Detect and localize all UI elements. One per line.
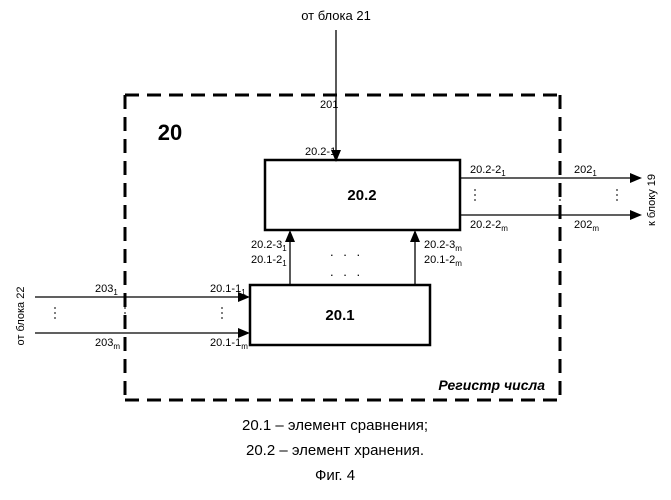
block-20-2-top-pin: 20.2-1 <box>305 146 336 158</box>
r1-pin: 20.2-21 <box>470 164 506 178</box>
up2-arrow <box>410 230 420 242</box>
l2-sig: 203m <box>95 337 120 351</box>
left-external-label: от блока 22 <box>15 287 27 346</box>
v-l-bot: 20.1-21 <box>251 254 287 268</box>
block-20-2-label: 20.2 <box>347 187 376 204</box>
r2-pin: 20.2-2m <box>470 219 508 233</box>
big-number: 20 <box>158 120 182 145</box>
r1-arrow <box>630 173 642 183</box>
r1-sig: 2021 <box>574 164 597 178</box>
v-l-top: 20.2-31 <box>251 239 287 253</box>
v-r-top: 20.2-3m <box>424 239 462 253</box>
r2-arrow <box>630 210 642 220</box>
l2-pin: 20.1-1m <box>210 337 248 351</box>
legend-2: 20.2 – элемент хранения. <box>246 442 424 459</box>
top-external-label: от блока 21 <box>301 8 371 23</box>
block-20-1-label: 20.1 <box>325 307 354 324</box>
right-external-label: к блоку 19 <box>646 174 658 226</box>
mid-dots-top: . . . <box>330 244 363 259</box>
figure-label: Фиг. 4 <box>315 467 355 484</box>
r2-sig: 202m <box>574 219 599 233</box>
signal-top: 201 <box>320 99 338 111</box>
l1-pin: 20.1-11 <box>210 283 246 297</box>
diagram-svg: от блока 21 20 201 20.2 20.2-1 20.2-21 2… <box>0 0 671 500</box>
l1-sig: 2031 <box>95 283 118 297</box>
up1-arrow <box>285 230 295 242</box>
legend-1: 20.1 – элемент сравнения; <box>242 417 428 434</box>
mid-dots-bottom: . . . <box>330 264 363 279</box>
v-r-bot: 20.1-2m <box>424 254 462 268</box>
title-box: Регистр числа <box>438 377 545 393</box>
